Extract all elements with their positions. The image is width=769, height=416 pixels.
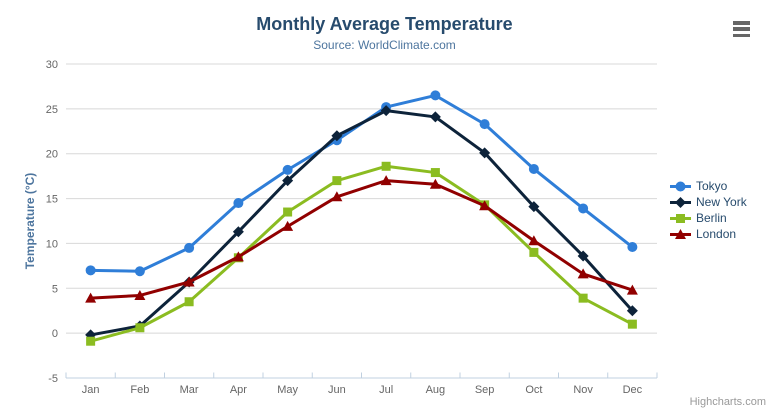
point-london-feb [134,289,146,300]
y-axis-label: 25 [46,104,58,116]
legend-item-new-york[interactable]: New York [670,194,747,210]
y-axis-label: 0 [52,328,58,340]
point-new-york-nov [577,250,589,262]
x-axis-label: Apr [230,384,247,396]
point-new-york-may [282,175,294,187]
point-berlin-dec [627,319,637,329]
y-axis-label: 10 [46,238,58,250]
point-tokyo-apr [233,198,244,209]
point-london-jul [380,175,392,186]
point-london-aug [429,178,441,189]
point-berlin-jun [332,176,342,186]
series-london-line [89,179,634,300]
legend-diamond-icon [670,196,691,208]
legend: Tokyo New York Berlin London [670,178,747,242]
point-berlin-feb [135,323,145,333]
series-tokyo [85,90,638,277]
legend-item-london[interactable]: London [670,226,747,242]
series-new-york-line [89,109,634,337]
x-axis-label: Jul [379,384,393,396]
point-london-nov [577,268,589,279]
point-london-mar [183,276,195,287]
point-new-york-jul [380,105,392,117]
point-berlin-jan [86,336,96,346]
x-axis-label: Jun [328,384,346,396]
point-new-york-jun [331,130,343,142]
point-berlin-nov [578,293,588,303]
point-tokyo-nov [578,203,589,214]
point-berlin-may [283,207,293,217]
point-tokyo-dec [627,242,638,253]
point-london-sep [479,200,491,211]
hamburger-menu-icon [733,21,750,25]
point-tokyo-may [282,164,293,175]
y-axis-label: 20 [46,149,58,161]
y-axis-label: -5 [48,373,58,385]
series-london [85,175,638,303]
legend-item-tokyo[interactable]: Tokyo [670,178,747,194]
point-new-york-oct [528,201,540,213]
point-london-jun [331,191,343,202]
point-tokyo-oct [528,163,539,174]
x-axis-label: Mar [180,384,199,396]
legend-label-berlin: Berlin [696,211,727,225]
legend-circle-icon [670,181,691,191]
legend-square-icon [670,213,691,223]
credits-link[interactable]: Highcharts.com [689,396,766,408]
legend-label-tokyo: Tokyo [696,179,728,193]
point-london-dec [626,284,638,295]
legend-label-london: London [696,227,737,241]
x-axis-label: Dec [623,384,643,396]
x-axis-label: Aug [426,384,446,396]
export-menu-button[interactable] [733,21,750,37]
point-london-jan [85,292,97,303]
x-axis-label: May [277,384,298,396]
point-tokyo-aug [430,90,441,101]
chart-subtitle: Source: WorldClimate.com [313,38,456,52]
x-axis-label: Feb [130,384,149,396]
point-new-york-aug [429,111,441,123]
x-axis-label: Jan [82,384,100,396]
point-berlin-aug [430,168,440,178]
x-axis-label: Oct [525,384,542,396]
series-new-york [85,105,638,341]
legend-item-berlin[interactable]: Berlin [670,210,747,226]
point-tokyo-feb [134,266,145,277]
point-tokyo-jan [85,265,96,276]
legend-label-new-york: New York [696,195,747,209]
y-axis-label: 15 [46,194,58,206]
x-axis-label: Sep [475,384,495,396]
point-tokyo-mar [184,242,195,253]
x-axis-label: Nov [573,384,593,396]
legend-triangle-icon [670,228,691,239]
point-berlin-mar [184,297,194,307]
point-london-may [282,220,294,231]
point-new-york-apr [232,226,244,238]
point-london-apr [232,251,244,262]
hamburger-menu-icon [733,33,750,37]
point-new-york-dec [626,305,638,317]
point-london-oct [528,235,540,246]
hamburger-menu-icon [733,27,750,31]
y-axis-label: 30 [46,59,58,71]
point-new-york-sep [479,147,491,159]
series-berlin-line [89,164,634,343]
y-axis-title: Temperature (°C) [23,172,37,270]
chart-title: Monthly Average Temperature [256,14,513,34]
point-tokyo-sep [479,119,490,130]
point-berlin-oct [529,247,539,257]
y-axis-label: 5 [52,283,58,295]
point-berlin-jul [381,161,391,171]
